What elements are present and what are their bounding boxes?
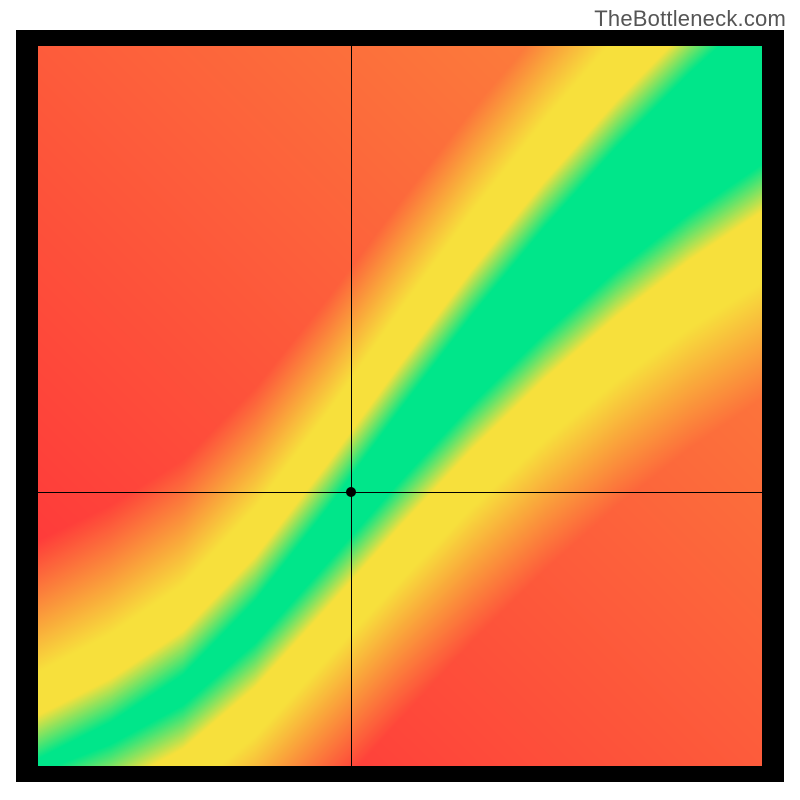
crosshair-horizontal <box>16 492 784 493</box>
crosshair-marker <box>346 487 356 497</box>
crosshair-vertical <box>351 30 352 782</box>
heatmap-canvas <box>38 46 762 766</box>
chart-container: TheBottleneck.com <box>0 0 800 800</box>
watermark-text: TheBottleneck.com <box>594 6 786 32</box>
plot-area <box>16 30 784 782</box>
